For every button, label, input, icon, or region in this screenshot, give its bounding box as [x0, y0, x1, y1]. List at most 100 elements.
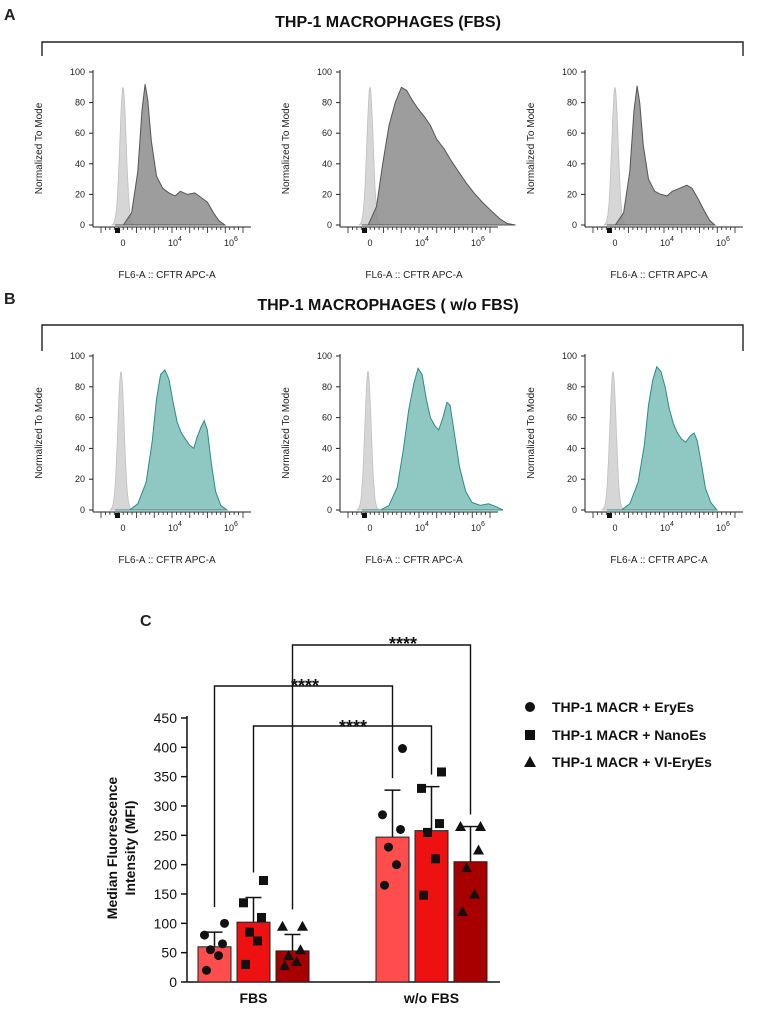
y-tick-label: 80: [322, 382, 332, 392]
data-point-triangle: [297, 920, 308, 931]
y-tick-label: 20: [322, 189, 332, 199]
origin-marker: [362, 513, 367, 518]
origin-marker: [115, 513, 120, 518]
data-point-triangle: [283, 950, 294, 961]
y-tick-label: 100: [317, 351, 332, 361]
x-axis-label: FL6-A :: CFTR APC-A: [610, 270, 708, 281]
x-tick-exponent: 6: [481, 236, 485, 243]
panel-label-c: C: [140, 613, 152, 630]
y-tick-label: 20: [75, 189, 85, 199]
data-point-circle: [396, 824, 405, 834]
histogram-a1: 0 20 40 60 80 100 Normalized To Mode 0 104 106 FL6…: [34, 67, 251, 281]
significance-bracket: [291, 644, 472, 910]
x-tick-label: 106: [224, 236, 238, 248]
origin-marker: [607, 228, 612, 233]
legend-label: THP-1 MACR + NanoEs: [552, 727, 707, 743]
data-point-circle: [214, 951, 223, 961]
sample-histogram: [362, 367, 504, 511]
y-axis-label: Normalized To Mode: [526, 387, 537, 479]
x-tick-label: 104: [168, 521, 182, 533]
origin-marker: [362, 228, 367, 233]
y-tick-label: 20: [567, 189, 577, 199]
bar-square-1: [414, 830, 449, 983]
data-point-square: [257, 912, 266, 922]
x-tick-exponent: 6: [726, 236, 730, 243]
y-tick-label: 80: [75, 98, 85, 108]
y-tick-label: 0: [80, 220, 85, 230]
panel-label-a: A: [4, 7, 16, 24]
data-point-triangle: [455, 821, 466, 832]
control-histogram: [111, 87, 135, 226]
x-tick-exponent: 6: [234, 236, 238, 243]
y-tick-label: 20: [322, 474, 332, 484]
y-axis-label-line1: Median Fluorescence: [104, 777, 120, 920]
y-tick-label: 40: [567, 443, 577, 453]
data-point-square: [245, 927, 254, 937]
y-tick-label: 200: [154, 857, 178, 873]
legend-marker-triangle: [524, 756, 536, 767]
data-point-square: [259, 876, 268, 886]
y-tick-label: 40: [75, 443, 85, 453]
sample-histogram: [115, 84, 227, 226]
y-tick-label: 80: [567, 98, 577, 108]
x-tick-label: 106: [471, 236, 485, 248]
control-histogram: [356, 369, 380, 511]
data-point-triangle: [469, 888, 480, 899]
data-point-square: [423, 827, 432, 837]
origin-marker: [115, 228, 120, 233]
data-point-triangle: [279, 960, 290, 971]
y-tick-label: 300: [154, 798, 178, 814]
x-tick-exponent: 6: [234, 521, 238, 528]
data-point-square: [435, 819, 444, 829]
histogram-b2: 0 20 40 60 80 100 Normalized To Mode 0 104 106 FL6…: [281, 351, 504, 566]
y-axis-label-line2: Intensity (MFI): [122, 801, 138, 896]
x-tick-exponent: 6: [726, 521, 730, 528]
y-tick-label: 0: [572, 220, 577, 230]
control-histogram: [109, 371, 133, 511]
x-tick-label: 104: [415, 236, 429, 248]
data-point-circle: [200, 930, 209, 940]
y-axis-label: Normalized To Mode: [34, 387, 45, 479]
y-axis-label: Normalized To Mode: [526, 102, 537, 194]
bracket: [41, 41, 744, 56]
x-tick-label: 0: [367, 238, 372, 248]
data-point-triangle: [277, 920, 288, 931]
panel-b: B THP-1 MACROPHAGES ( w/o FBS)02040608010…: [4, 291, 744, 566]
bracket: [41, 324, 744, 351]
histogram-a2: 0 20 40 60 80 100 Normalized To Mode 0 104 106 FL6…: [281, 67, 516, 281]
control-histogram: [601, 371, 626, 511]
y-tick-label: 80: [75, 382, 85, 392]
data-point-square: [253, 936, 262, 946]
x-tick-label: 104: [168, 236, 182, 248]
y-tick-label: 150: [154, 886, 178, 902]
y-tick-label: 60: [567, 413, 577, 423]
x-tick-label: 106: [471, 521, 485, 533]
histogram-a3: 0 20 40 60 80 100 Normalized To Mode 0 104 106 FL6…: [526, 67, 743, 281]
data-point-triangle: [461, 862, 472, 873]
y-axis-label: Normalized To Mode: [34, 102, 45, 194]
y-tick-label: 400: [154, 739, 178, 755]
panel-label-b: B: [4, 291, 16, 308]
data-point-circle: [378, 810, 387, 820]
data-point-square: [437, 767, 446, 777]
y-tick-label: 100: [562, 67, 577, 77]
x-tick-label: 0: [612, 523, 617, 533]
significance-label: ****: [291, 676, 319, 696]
y-tick-label: 40: [322, 159, 332, 169]
histogram-b3: 0 20 40 60 80 100 Normalized To Mode 0 104 106 FL6…: [526, 351, 743, 566]
data-point-triangle: [457, 906, 468, 917]
data-point-triangle: [291, 955, 302, 966]
x-axis-label: FL6-A :: CFTR APC-A: [118, 555, 216, 566]
y-tick-label: 100: [317, 67, 332, 77]
y-tick-label: 50: [161, 945, 177, 961]
x-tick-exponent: 4: [425, 236, 429, 243]
data-point-square: [241, 959, 250, 969]
y-tick-label: 350: [154, 769, 178, 785]
x-tick-exponent: 6: [481, 521, 485, 528]
x-tick-exponent: 4: [178, 521, 182, 528]
data-point-circle: [398, 744, 407, 754]
x-tick-exponent: 4: [178, 236, 182, 243]
bar-triangle-1: [453, 861, 488, 983]
data-point-circle: [220, 918, 229, 928]
data-point-triangle: [475, 821, 486, 832]
